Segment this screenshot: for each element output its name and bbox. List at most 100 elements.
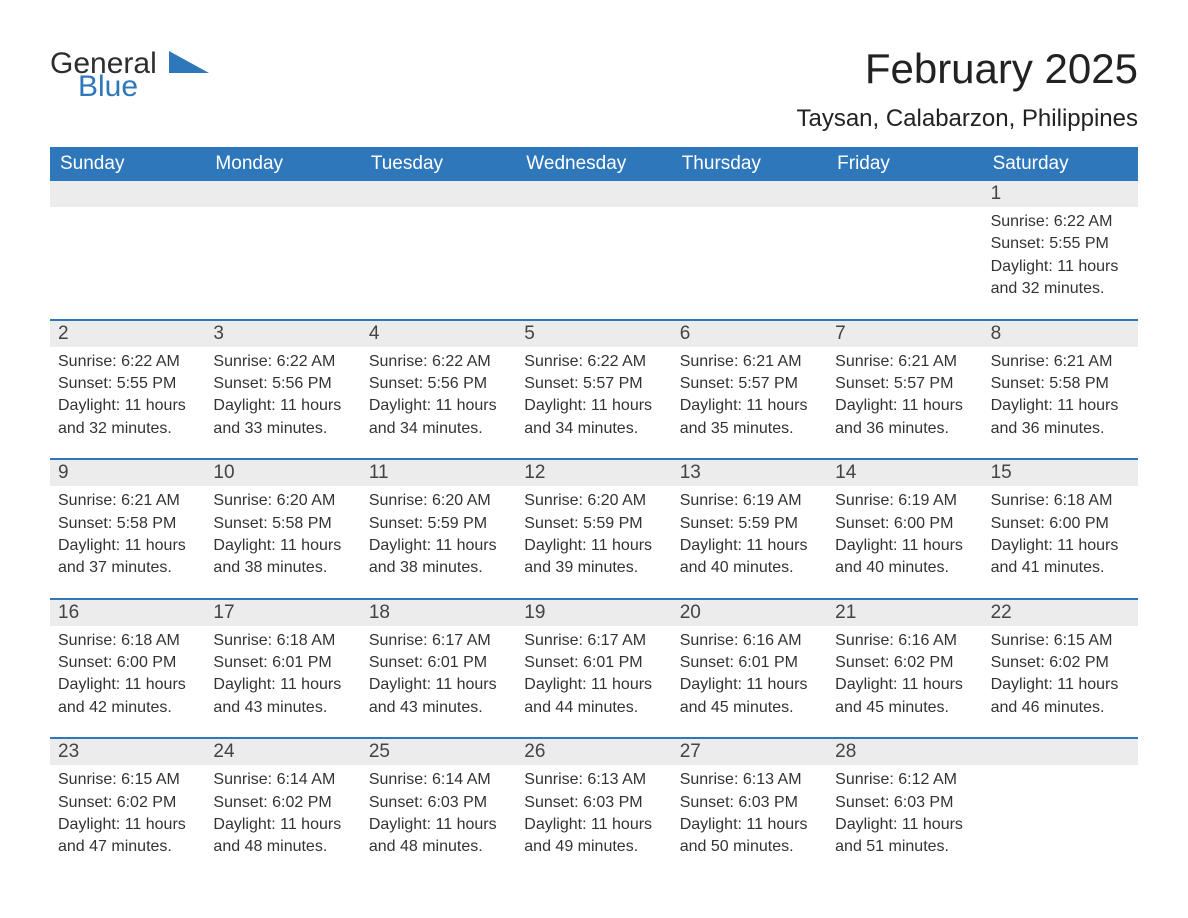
daynum-row: 9101112131415	[50, 460, 1138, 486]
day-cell: Sunrise: 6:13 AMSunset: 6:03 PMDaylight:…	[672, 765, 827, 859]
sunrise-text: Sunrise: 6:16 AM	[835, 630, 974, 652]
dl2-text: and 39 minutes.	[524, 557, 663, 579]
sunset-text: Sunset: 5:57 PM	[524, 373, 663, 395]
dl1-text: Daylight: 11 hours	[680, 814, 819, 836]
day-number: 21	[827, 600, 982, 626]
day-number	[672, 181, 827, 207]
sunset-text: Sunset: 6:00 PM	[58, 652, 197, 674]
dl1-text: Daylight: 11 hours	[524, 674, 663, 696]
day-number: 23	[50, 739, 205, 765]
sunrise-text: Sunrise: 6:19 AM	[835, 490, 974, 512]
sunrise-text: Sunrise: 6:21 AM	[58, 490, 197, 512]
dl1-text: Daylight: 11 hours	[680, 395, 819, 417]
dl1-text: Daylight: 11 hours	[524, 814, 663, 836]
day-cell: Sunrise: 6:21 AMSunset: 5:57 PMDaylight:…	[827, 347, 982, 441]
daynum-row: 1	[50, 181, 1138, 207]
week-row: 1Sunrise: 6:22 AMSunset: 5:55 PMDaylight…	[50, 181, 1138, 301]
day-number	[827, 181, 982, 207]
sunrise-text: Sunrise: 6:16 AM	[680, 630, 819, 652]
day-cell: Sunrise: 6:17 AMSunset: 6:01 PMDaylight:…	[361, 626, 516, 720]
sunset-text: Sunset: 5:59 PM	[369, 513, 508, 535]
dl1-text: Daylight: 11 hours	[58, 535, 197, 557]
day-number: 13	[672, 460, 827, 486]
dl1-text: Daylight: 11 hours	[991, 535, 1130, 557]
dow-sunday: Sunday	[50, 147, 205, 181]
sunrise-text: Sunrise: 6:17 AM	[369, 630, 508, 652]
dl2-text: and 40 minutes.	[680, 557, 819, 579]
sunrise-text: Sunrise: 6:22 AM	[58, 351, 197, 373]
header: General Blue February 2025	[50, 45, 1138, 101]
sunset-text: Sunset: 5:59 PM	[680, 513, 819, 535]
sunset-text: Sunset: 5:58 PM	[213, 513, 352, 535]
sunset-text: Sunset: 5:56 PM	[369, 373, 508, 395]
dl2-text: and 36 minutes.	[835, 418, 974, 440]
day-number: 18	[361, 600, 516, 626]
dow-wednesday: Wednesday	[516, 147, 671, 181]
day-number	[50, 181, 205, 207]
dow-monday: Monday	[205, 147, 360, 181]
dl2-text: and 46 minutes.	[991, 697, 1130, 719]
sunset-text: Sunset: 6:01 PM	[680, 652, 819, 674]
sunrise-text: Sunrise: 6:12 AM	[835, 769, 974, 791]
day-number: 7	[827, 321, 982, 347]
sunrise-text: Sunrise: 6:22 AM	[213, 351, 352, 373]
sunset-text: Sunset: 6:00 PM	[835, 513, 974, 535]
flag-icon	[169, 51, 209, 73]
dl1-text: Daylight: 11 hours	[369, 674, 508, 696]
sunset-text: Sunset: 6:03 PM	[524, 792, 663, 814]
day-number: 26	[516, 739, 671, 765]
dl1-text: Daylight: 11 hours	[835, 814, 974, 836]
dl2-text: and 34 minutes.	[369, 418, 508, 440]
sunset-text: Sunset: 5:56 PM	[213, 373, 352, 395]
dl2-text: and 45 minutes.	[835, 697, 974, 719]
dl1-text: Daylight: 11 hours	[369, 535, 508, 557]
day-cell: Sunrise: 6:22 AMSunset: 5:56 PMDaylight:…	[205, 347, 360, 441]
dl2-text: and 41 minutes.	[991, 557, 1130, 579]
day-number	[983, 739, 1138, 765]
sunset-text: Sunset: 6:02 PM	[58, 792, 197, 814]
dl1-text: Daylight: 11 hours	[58, 674, 197, 696]
dl2-text: and 37 minutes.	[58, 557, 197, 579]
day-cell: Sunrise: 6:12 AMSunset: 6:03 PMDaylight:…	[827, 765, 982, 859]
sunset-text: Sunset: 6:01 PM	[524, 652, 663, 674]
day-cell: Sunrise: 6:21 AMSunset: 5:58 PMDaylight:…	[983, 347, 1138, 441]
day-cell: Sunrise: 6:19 AMSunset: 5:59 PMDaylight:…	[672, 486, 827, 580]
sunset-text: Sunset: 6:01 PM	[369, 652, 508, 674]
sunset-text: Sunset: 6:03 PM	[680, 792, 819, 814]
day-number: 5	[516, 321, 671, 347]
day-number: 25	[361, 739, 516, 765]
dl2-text: and 42 minutes.	[58, 697, 197, 719]
week-row: 16171819202122Sunrise: 6:18 AMSunset: 6:…	[50, 598, 1138, 720]
day-number: 20	[672, 600, 827, 626]
dow-tuesday: Tuesday	[361, 147, 516, 181]
dl2-text: and 35 minutes.	[680, 418, 819, 440]
dl2-text: and 45 minutes.	[680, 697, 819, 719]
day-number	[361, 181, 516, 207]
day-cell: Sunrise: 6:14 AMSunset: 6:02 PMDaylight:…	[205, 765, 360, 859]
dl2-text: and 48 minutes.	[369, 836, 508, 858]
sunrise-text: Sunrise: 6:18 AM	[58, 630, 197, 652]
day-cell	[516, 207, 671, 301]
dl1-text: Daylight: 11 hours	[991, 674, 1130, 696]
day-cell: Sunrise: 6:16 AMSunset: 6:01 PMDaylight:…	[672, 626, 827, 720]
day-cell: Sunrise: 6:18 AMSunset: 6:00 PMDaylight:…	[983, 486, 1138, 580]
sunrise-text: Sunrise: 6:17 AM	[524, 630, 663, 652]
day-number: 24	[205, 739, 360, 765]
sunrise-text: Sunrise: 6:22 AM	[369, 351, 508, 373]
day-cell: Sunrise: 6:20 AMSunset: 5:58 PMDaylight:…	[205, 486, 360, 580]
day-cell: Sunrise: 6:14 AMSunset: 6:03 PMDaylight:…	[361, 765, 516, 859]
day-cell: Sunrise: 6:18 AMSunset: 6:00 PMDaylight:…	[50, 626, 205, 720]
sunrise-text: Sunrise: 6:15 AM	[991, 630, 1130, 652]
brand-text: General Blue	[50, 45, 209, 101]
day-cell	[672, 207, 827, 301]
day-number: 16	[50, 600, 205, 626]
day-cell: Sunrise: 6:13 AMSunset: 6:03 PMDaylight:…	[516, 765, 671, 859]
dl2-text: and 38 minutes.	[213, 557, 352, 579]
sunrise-text: Sunrise: 6:13 AM	[680, 769, 819, 791]
sunset-text: Sunset: 6:00 PM	[991, 513, 1130, 535]
day-number: 12	[516, 460, 671, 486]
day-number: 15	[983, 460, 1138, 486]
dl1-text: Daylight: 11 hours	[835, 535, 974, 557]
sunrise-text: Sunrise: 6:21 AM	[835, 351, 974, 373]
day-number: 2	[50, 321, 205, 347]
